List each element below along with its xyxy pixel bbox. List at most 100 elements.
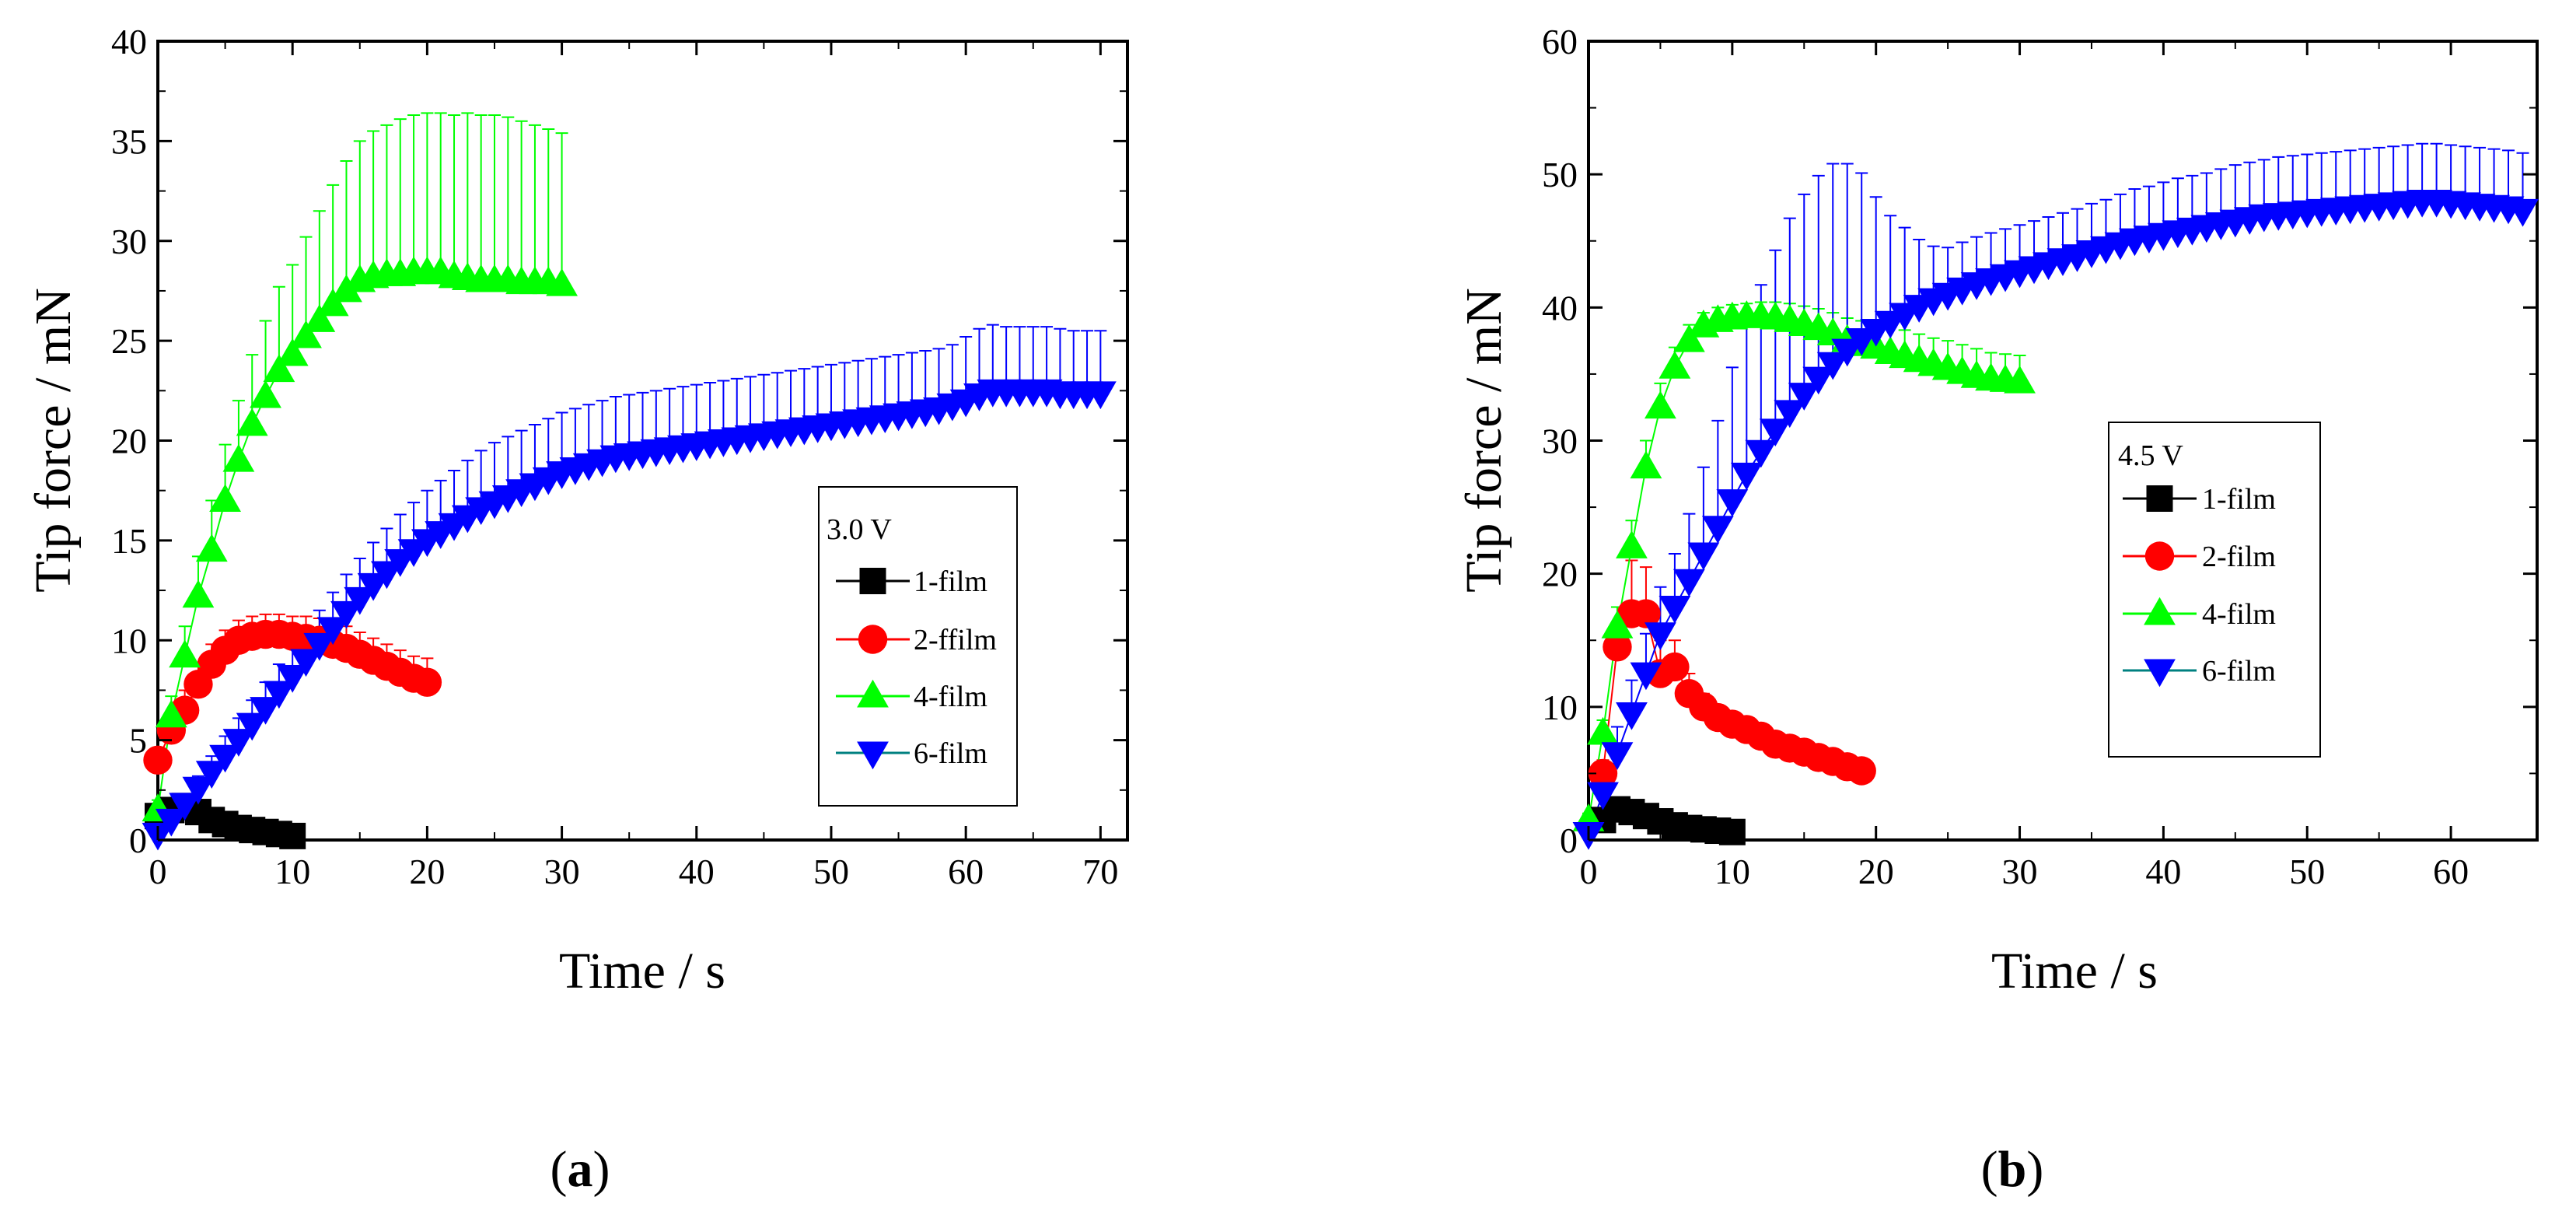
legend-b: 4.5 V 1-film 2-film 4-film 6-film — [2108, 422, 2321, 758]
chart-a: 0 10 20 30 40 50 60 70 0 5 10 15 20 25 30 35 40 Time / s… — [25, 22, 1129, 1198]
caption-b: (b) — [1981, 1141, 2044, 1198]
y-tick-label: 40 — [1542, 288, 1578, 327]
data-point-6-film — [1774, 400, 1806, 429]
legend-marker-2-film — [2144, 541, 2175, 571]
data-point-6-film — [1759, 418, 1791, 447]
x-tick-label: 30 — [544, 852, 580, 891]
x-tick-label: 0 — [1580, 852, 1598, 891]
caption-b-label: b — [1998, 1141, 2027, 1198]
data-point-6-film — [209, 744, 241, 773]
y-tick-label: 50 — [1542, 155, 1578, 194]
y-axis-title-a: Tip force / mN — [25, 288, 82, 593]
series-line-4-film — [157, 271, 562, 810]
data-point-6-film — [1701, 516, 1734, 544]
data-point-6-film — [1716, 489, 1749, 517]
data-point-6-film — [357, 572, 390, 601]
data-point-4-film — [1672, 324, 1705, 352]
legend-marker-4-film — [2144, 597, 2176, 625]
ticks-b: 0 10 20 30 40 50 60 0 10 20 30 40 50 60 — [1542, 22, 2537, 891]
data-point-6-film — [1587, 782, 1619, 810]
legend-label: 1-film — [914, 565, 987, 598]
legend-label: 6-film — [2202, 655, 2276, 688]
data-point-2-ffilm — [412, 667, 442, 697]
data-point-6-film — [1630, 662, 1662, 691]
y-tick-label: 60 — [1542, 22, 1578, 61]
data-point-6-film — [371, 561, 403, 590]
data-point-4-film — [1616, 530, 1648, 558]
data-point-4-film — [1658, 351, 1691, 379]
x-tick-label: 60 — [2433, 852, 2469, 891]
data-point-6-film — [1658, 596, 1691, 624]
data-point-6-film — [344, 586, 376, 615]
data-point-6-film — [1601, 742, 1634, 770]
x-axis-title-a: Time / s — [559, 943, 725, 999]
y-tick-label: 5 — [129, 721, 147, 761]
data-point-4-film — [169, 639, 201, 668]
caption-a-open: ( — [551, 1141, 568, 1198]
data-point-4-film — [250, 380, 281, 408]
x-tick-label: 30 — [2002, 852, 2038, 891]
legend-marker-1-film — [859, 568, 886, 594]
data-point-6-film — [155, 808, 187, 837]
data-points-b — [1572, 189, 2539, 850]
legend-label: 4-film — [914, 681, 987, 713]
data-point-6-film — [250, 697, 281, 725]
legend-marker-6-film — [2144, 659, 2176, 688]
y-axis-title-b: Tip force / mN — [1456, 288, 1512, 593]
legend-marker-2-ffilm — [858, 625, 888, 654]
data-point-6-film — [195, 761, 228, 789]
data-point-4-film — [195, 534, 228, 562]
legend-label: 6-film — [914, 737, 987, 770]
data-point-4-film — [316, 288, 349, 317]
legend-entries-b: 1-film 2-film 4-film 6-film — [2123, 483, 2276, 688]
data-point-4-film — [263, 354, 295, 383]
x-tick-label: 20 — [409, 852, 445, 891]
y-tick-label: 20 — [111, 422, 147, 461]
data-point-6-film — [1687, 542, 1720, 571]
data-point-4-film — [1630, 450, 1662, 479]
legend-label: 1-film — [2202, 483, 2276, 516]
y-tick-label: 0 — [1560, 821, 1578, 860]
y-tick-label: 30 — [1542, 422, 1578, 461]
x-tick-label: 50 — [2289, 852, 2325, 891]
legend-title-b: 4.5 V — [2118, 439, 2183, 472]
caption-b-open: ( — [1981, 1141, 1998, 1198]
data-point-4-film — [222, 443, 255, 472]
data-point-4-film — [209, 484, 241, 512]
caption-b-close: ) — [2026, 1141, 2043, 1198]
caption-a: (a) — [551, 1141, 610, 1198]
data-point-4-film — [303, 304, 336, 332]
x-tick-label: 40 — [2145, 852, 2181, 891]
legend-marker-1-film — [2146, 485, 2173, 512]
data-point-6-film — [1802, 366, 1835, 395]
y-tick-label: 10 — [1542, 688, 1578, 727]
x-tick-label: 10 — [1714, 852, 1750, 891]
data-point-2-film — [1588, 758, 1618, 789]
data-point-6-film — [182, 776, 215, 805]
data-point-6-film — [303, 632, 336, 661]
data-point-2-film — [1847, 756, 1876, 786]
legend-label: 2-film — [2202, 541, 2276, 573]
ticks-a: 0 10 20 30 40 50 60 70 0 5 10 15 20 25 30 35 40 — [111, 22, 1127, 891]
data-point-6-film — [290, 649, 322, 677]
legend-label: 2-ffilm — [914, 624, 997, 656]
data-point-4-film — [182, 579, 215, 608]
legend-label: 4-film — [2202, 598, 2276, 631]
data-point-4-film — [1645, 390, 1676, 419]
y-tick-label: 15 — [111, 521, 147, 561]
data-point-6-film — [276, 665, 309, 693]
legend-entries-a: 1-film 2-ffilm 4-film 6-film — [836, 565, 997, 770]
x-tick-label: 70 — [1082, 852, 1118, 891]
y-tick-label: 35 — [111, 121, 147, 161]
data-point-6-film — [1788, 383, 1820, 411]
y-tick-label: 40 — [111, 22, 147, 61]
y-tick-label: 25 — [111, 321, 147, 361]
y-tick-label: 20 — [1542, 555, 1578, 594]
data-point-4-film — [1587, 716, 1619, 745]
x-tick-label: 0 — [149, 852, 167, 891]
data-point-6-film — [1645, 622, 1676, 650]
x-tick-label: 10 — [274, 852, 310, 891]
data-point-4-film — [290, 320, 322, 348]
legend-box-b — [2108, 422, 2321, 758]
